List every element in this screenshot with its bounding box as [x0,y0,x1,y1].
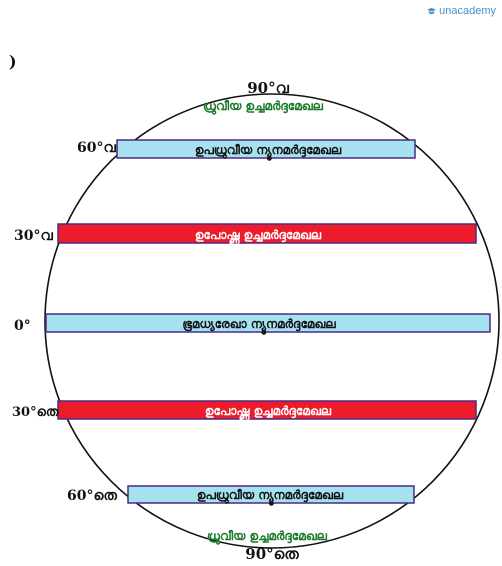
subtropical-high-south-band [57,400,477,420]
subtropical-high-north-label: ഉപോഷ്ണ ഉച്ചമർദ്ദമേഖല [195,228,322,244]
subtropical-high-south-degree: 30°തെ [12,405,59,420]
subpolar-low-south-degree: 60°തെ [67,488,117,504]
south-polar-high-label: ധ്രുവീയ ഉച്ചമർദ്ദമേഖല [207,529,328,546]
south-pole-degree: 90°തെ [245,545,299,563]
north-pole-degree: 90°വ [247,79,289,97]
north-polar-high-label: ധ്രുവീയ ഉച്ചമർദ്ദമേഖല [203,99,324,116]
subpolar-low-north-band [116,139,416,159]
stray-mark: ) [9,52,17,71]
equatorial-low-degree: 0° [14,318,31,334]
graduation-cap-icon [427,7,437,14]
subpolar-low-south-band [127,485,415,504]
brand-name: unacademy [439,5,496,17]
subtropical-high-north-degree: 30°വ [14,228,53,244]
subpolar-low-north-degree: 60°വ [77,140,116,156]
equatorial-low-band [45,313,491,333]
subtropical-high-south-label: ഉപോഷ്ണ ഉച്ചമർദ്ദമേഖല [205,404,332,420]
brand-logo: unacademy [427,5,496,17]
subtropical-high-north-band [57,223,477,244]
